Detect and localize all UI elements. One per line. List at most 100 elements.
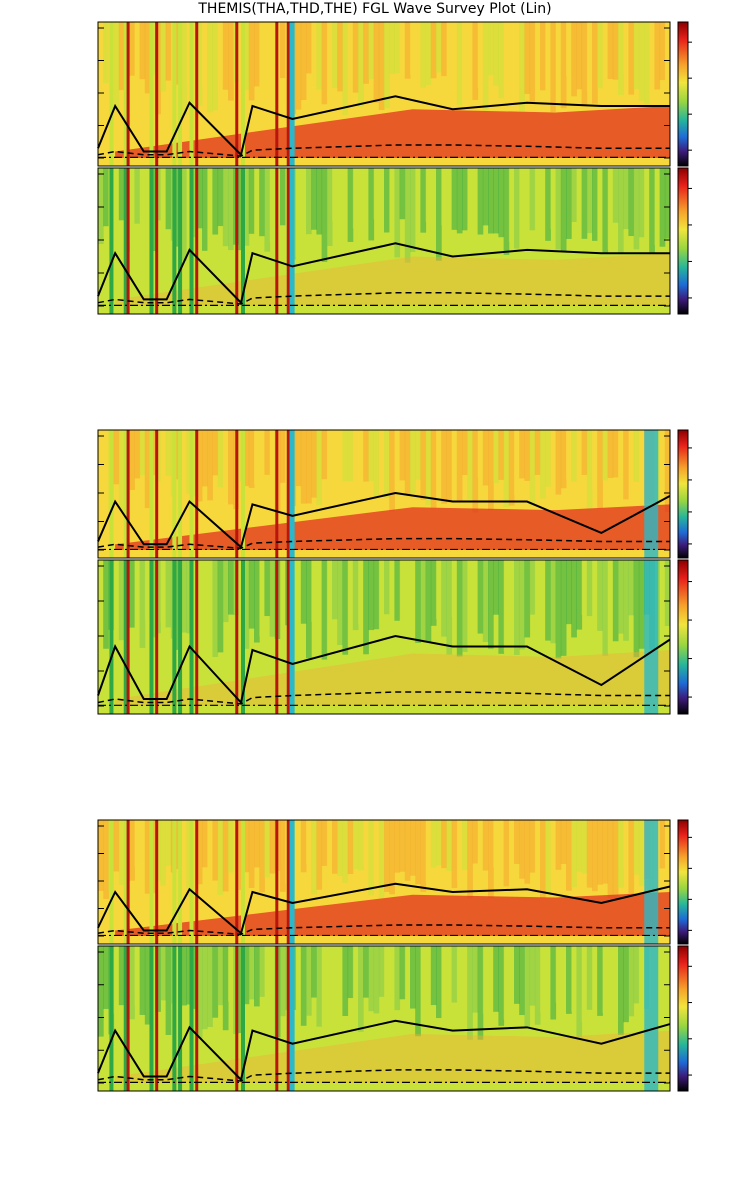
spectrum-column <box>264 430 271 475</box>
spectrum-column <box>264 22 271 109</box>
frequency-line <box>97 491 671 549</box>
red-stripe <box>126 560 130 714</box>
spectrum-column <box>576 560 583 630</box>
spectrum-column <box>300 946 307 1026</box>
spectrum-column <box>181 560 187 633</box>
spectrum-column <box>300 560 307 624</box>
colorbar <box>677 819 689 945</box>
spectrum-column <box>623 168 629 230</box>
spectrum-column <box>664 168 671 239</box>
spectrum-column <box>103 22 109 83</box>
spectrum-column <box>628 560 635 616</box>
red-stripe <box>275 560 279 714</box>
spectrum-column <box>420 168 427 233</box>
data-gap-stripe <box>178 820 183 944</box>
spectrum-column <box>363 820 369 866</box>
data-gap-stripe <box>109 430 114 558</box>
spectrum-column <box>103 430 109 484</box>
spectrum-column <box>508 430 515 506</box>
spectrum-column <box>384 560 390 615</box>
spectrum-column <box>550 560 557 644</box>
spectrum-column <box>165 22 172 81</box>
colorbar <box>677 429 689 559</box>
spectrum-column <box>571 168 577 223</box>
spectrum-column <box>399 22 406 109</box>
spectrum-column <box>560 946 567 1008</box>
spectrum-column <box>560 820 567 865</box>
spectrum-column <box>129 946 135 1020</box>
spectrum-column <box>358 946 364 1032</box>
spectrum-column <box>446 168 453 251</box>
cyan-stripe <box>289 168 295 314</box>
spectrum-column <box>503 820 510 887</box>
spectrum-column <box>524 430 531 481</box>
spectrum-column <box>181 946 187 1006</box>
spectrum-column <box>103 946 109 1009</box>
spectrum-column <box>389 22 395 75</box>
red-stripe <box>275 22 279 166</box>
spectrum-column <box>659 946 666 1001</box>
spectrum-column <box>316 820 323 890</box>
spectrum-column <box>134 820 141 867</box>
spectrum-column <box>441 560 447 637</box>
spectrum-column <box>550 946 557 1020</box>
spectrum-column <box>571 946 577 1012</box>
spectrum-column <box>196 946 203 1039</box>
red-stripe <box>286 946 290 1091</box>
spectrum-column <box>269 946 276 1009</box>
spectrum-column <box>519 560 525 650</box>
spectrum-column <box>269 820 276 874</box>
spectrum-column <box>269 560 276 637</box>
spectrum-column <box>321 22 328 105</box>
spectrum-column <box>628 820 635 894</box>
red-stripe <box>195 168 199 314</box>
spectrum-column <box>228 430 234 505</box>
spectrum-column <box>139 820 146 864</box>
spectrum-column <box>118 430 125 512</box>
spectrum-column <box>514 946 520 1004</box>
spectrum-column <box>243 560 250 649</box>
spectrum-column <box>664 820 671 885</box>
spectrum-column <box>545 946 551 1003</box>
spectrum-column <box>529 946 536 1006</box>
spectrum-column <box>118 820 125 886</box>
spectrum-column <box>347 22 354 111</box>
spectrum-column <box>633 22 640 90</box>
spectrum-column <box>129 430 135 491</box>
spectrum-column <box>420 560 427 642</box>
spectrum-column <box>425 22 432 86</box>
red-stripe <box>235 820 239 944</box>
spectrum-column <box>196 22 203 106</box>
spectrum-column <box>399 168 406 220</box>
red-stripe <box>155 560 159 714</box>
spectrum-column <box>300 820 307 873</box>
spectrum-column <box>404 946 411 1019</box>
spectrum-column <box>456 820 463 883</box>
spectrum-column <box>659 168 666 247</box>
spectrum-column <box>477 22 484 88</box>
spectrum-column <box>441 168 447 226</box>
spectrum-column <box>519 820 525 879</box>
spectrum-column <box>373 168 380 220</box>
spectrum-column <box>186 820 193 889</box>
spectrum-column <box>488 820 494 898</box>
spectrum-column <box>451 22 458 91</box>
spectrum-column <box>368 430 375 482</box>
spectrum-column <box>415 820 421 885</box>
spectrum-column <box>306 430 312 504</box>
spectrum-column <box>420 430 427 500</box>
spectrum-column <box>534 430 541 475</box>
spectrum-column <box>472 946 479 1013</box>
spectrum-column <box>612 560 619 642</box>
spectrum-column <box>306 560 312 659</box>
spectrum-column <box>373 946 380 1014</box>
spectrum-column <box>384 22 390 109</box>
spectrum-column <box>654 168 661 245</box>
spectrum-column <box>368 560 375 631</box>
spectrum-column <box>165 946 172 1036</box>
spectrum-column <box>358 430 364 479</box>
spectrum-column <box>430 22 437 79</box>
red-stripe <box>275 168 279 314</box>
spectrum-column <box>477 430 484 478</box>
spectrum-column <box>384 946 390 1011</box>
